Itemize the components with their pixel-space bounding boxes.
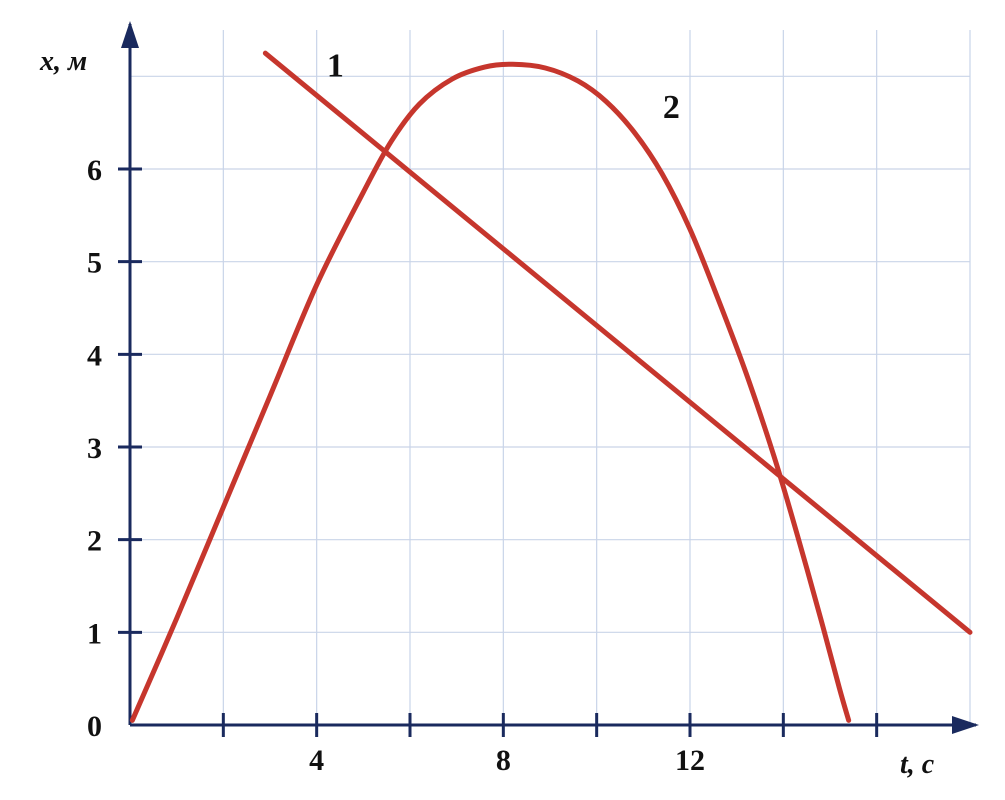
series-2-label: 2 (663, 89, 680, 126)
x-tick-label: 8 (496, 744, 511, 777)
y-tick-label: 3 (87, 432, 102, 465)
chart-svg: 48120123456x, мt, c12 (0, 0, 1005, 800)
y-tick-label: 1 (87, 617, 102, 650)
series-1-label: 1 (327, 47, 344, 84)
y-tick-label: 6 (87, 154, 102, 187)
y-axis-label: x, м (39, 46, 87, 77)
y-tick-label: 4 (87, 339, 102, 372)
x-tick-label: 4 (309, 744, 324, 777)
y-tick-label: 0 (87, 710, 102, 743)
x-tick-label: 12 (675, 744, 705, 777)
position-time-chart: 48120123456x, мt, c12 (0, 0, 1005, 800)
y-tick-label: 2 (87, 525, 102, 558)
y-tick-label: 5 (87, 247, 102, 280)
x-axis-label: t, c (900, 749, 935, 780)
